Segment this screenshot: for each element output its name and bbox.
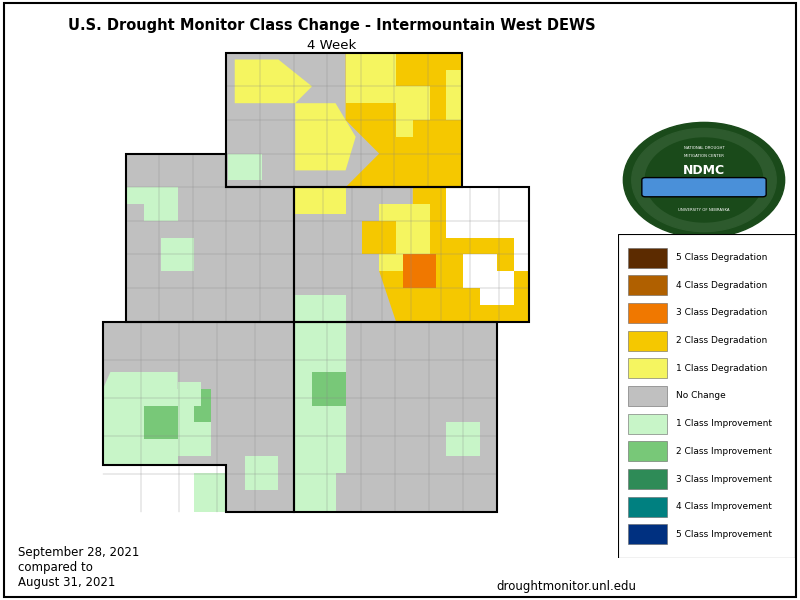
Polygon shape bbox=[234, 59, 312, 103]
Text: 4 Week: 4 Week bbox=[307, 39, 357, 52]
Bar bbox=[628, 497, 667, 517]
Bar bbox=[628, 358, 667, 378]
Bar bbox=[628, 248, 667, 268]
Text: U.S. Drought Monitor Class Change - Intermountain West DEWS: U.S. Drought Monitor Class Change - Inte… bbox=[68, 18, 596, 33]
Polygon shape bbox=[396, 86, 430, 137]
Polygon shape bbox=[480, 271, 529, 322]
Polygon shape bbox=[294, 322, 346, 406]
Polygon shape bbox=[294, 406, 346, 473]
Bar bbox=[628, 331, 667, 350]
Circle shape bbox=[623, 122, 785, 238]
Bar bbox=[628, 386, 667, 406]
Polygon shape bbox=[127, 187, 144, 204]
Bar bbox=[628, 524, 667, 544]
Polygon shape bbox=[379, 204, 430, 271]
Polygon shape bbox=[346, 53, 396, 103]
Polygon shape bbox=[514, 238, 529, 271]
Bar bbox=[628, 303, 667, 323]
Bar bbox=[628, 414, 667, 434]
Polygon shape bbox=[245, 456, 278, 490]
Text: NATIONAL DROUGHT: NATIONAL DROUGHT bbox=[684, 146, 724, 149]
Polygon shape bbox=[413, 120, 462, 187]
Polygon shape bbox=[446, 187, 529, 238]
Text: 5 Class Improvement: 5 Class Improvement bbox=[676, 530, 772, 539]
Polygon shape bbox=[294, 295, 346, 322]
Text: 3 Class Improvement: 3 Class Improvement bbox=[676, 475, 772, 484]
Polygon shape bbox=[103, 322, 294, 512]
Polygon shape bbox=[294, 187, 529, 322]
Polygon shape bbox=[178, 382, 201, 406]
Polygon shape bbox=[144, 187, 178, 221]
Polygon shape bbox=[463, 254, 497, 288]
Polygon shape bbox=[103, 322, 194, 372]
Circle shape bbox=[632, 128, 776, 232]
Polygon shape bbox=[194, 473, 226, 512]
Text: 2 Class Degradation: 2 Class Degradation bbox=[676, 336, 767, 345]
Bar bbox=[628, 442, 667, 461]
FancyBboxPatch shape bbox=[642, 178, 766, 197]
Bar bbox=[628, 275, 667, 295]
Polygon shape bbox=[446, 288, 480, 311]
Text: MITIGATION CENTER: MITIGATION CENTER bbox=[684, 154, 724, 158]
Text: No Change: No Change bbox=[676, 391, 726, 401]
Text: droughtmonitor.unl.edu: droughtmonitor.unl.edu bbox=[496, 580, 636, 593]
Polygon shape bbox=[446, 70, 462, 120]
Polygon shape bbox=[194, 389, 211, 422]
Bar bbox=[628, 469, 667, 489]
Polygon shape bbox=[312, 372, 346, 406]
Text: UNIVERSITY OF NEBRASKA: UNIVERSITY OF NEBRASKA bbox=[678, 208, 730, 212]
Text: 2 Class Improvement: 2 Class Improvement bbox=[676, 447, 772, 456]
Text: NDMC: NDMC bbox=[683, 164, 725, 177]
Polygon shape bbox=[126, 154, 294, 322]
Text: 1 Class Degradation: 1 Class Degradation bbox=[676, 364, 767, 373]
Polygon shape bbox=[144, 439, 178, 466]
Polygon shape bbox=[144, 406, 178, 439]
Polygon shape bbox=[161, 238, 194, 271]
Polygon shape bbox=[346, 53, 462, 187]
Polygon shape bbox=[294, 473, 335, 512]
Polygon shape bbox=[402, 254, 436, 288]
Polygon shape bbox=[294, 187, 346, 214]
Circle shape bbox=[646, 138, 763, 222]
Text: September 28, 2021
compared to
August 31, 2021: September 28, 2021 compared to August 31… bbox=[18, 546, 139, 589]
Polygon shape bbox=[379, 187, 529, 322]
Polygon shape bbox=[362, 221, 396, 254]
Text: 1 Class Improvement: 1 Class Improvement bbox=[676, 419, 772, 428]
Polygon shape bbox=[446, 422, 480, 456]
Polygon shape bbox=[226, 53, 462, 187]
Polygon shape bbox=[295, 103, 356, 170]
Text: 5 Class Degradation: 5 Class Degradation bbox=[676, 253, 767, 262]
Text: 3 Class Degradation: 3 Class Degradation bbox=[676, 308, 767, 317]
Polygon shape bbox=[194, 322, 294, 389]
Polygon shape bbox=[294, 322, 497, 512]
Polygon shape bbox=[161, 389, 211, 456]
Text: 4 Class Degradation: 4 Class Degradation bbox=[676, 281, 767, 290]
Text: 4 Class Improvement: 4 Class Improvement bbox=[676, 502, 772, 511]
Polygon shape bbox=[103, 372, 178, 466]
Polygon shape bbox=[480, 271, 514, 305]
Polygon shape bbox=[228, 154, 262, 181]
